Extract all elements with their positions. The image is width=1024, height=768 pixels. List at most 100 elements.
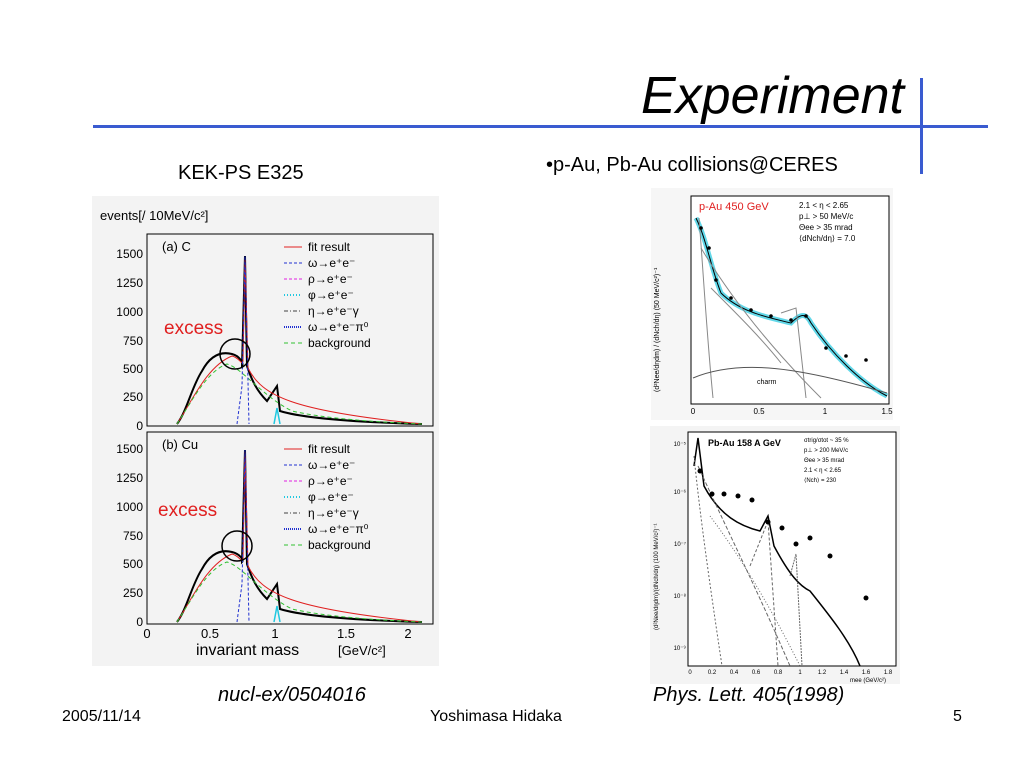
right-reference: Phys. Lett. 405(1998): [653, 684, 845, 706]
x-tick: 2: [404, 626, 411, 641]
pbau-cut: 2.1 < η < 2.65: [804, 468, 842, 474]
pbau-points: [697, 468, 869, 601]
legend-label: φ→e⁺e⁻: [308, 490, 354, 504]
pau-cut: 2.1 < η < 2.65: [799, 201, 849, 210]
y-tick: 1000: [116, 305, 143, 319]
pau-charm: [692, 366, 888, 394]
kek-plot-panel: events[/ 10MeV/c²] 0 250 500 750 1000 12…: [92, 196, 439, 666]
pau-xticks: 0 0.5 1 1.5: [691, 407, 893, 416]
pau-points: [699, 226, 868, 362]
pbau-xticks: 0 0.2 0.4 0.6 0.8 1 1.2 1.4 1.6 1.8: [688, 670, 893, 676]
kek-bg-a: [176, 363, 423, 425]
x-tick: 0.2: [708, 670, 717, 676]
y-tick: 10⁻⁵: [674, 441, 687, 448]
pbau-ylabel: (d²Nee/dηdm)/(dNch/dη) (100 MeV/c²)⁻¹: [654, 523, 660, 630]
legend-label: ω→e⁺e⁻: [308, 458, 355, 472]
kek-xlabel: invariant mass: [196, 642, 299, 659]
legend-label: ω→e⁺e⁻π⁰: [308, 320, 369, 334]
y-tick: 500: [123, 362, 143, 376]
x-tick: 1.4: [840, 670, 849, 676]
y-tick: 10⁻⁶: [674, 489, 687, 496]
kek-xticks: 0 0.5 1 1.5 2: [143, 626, 411, 641]
x-tick: 1: [271, 626, 278, 641]
y-tick: 1250: [116, 471, 143, 485]
pbau-frame: [687, 431, 897, 667]
y-tick: 0: [136, 615, 143, 629]
ceres-pbau-plot: (d²Nee/dηdm)/(dNch/dη) (100 MeV/c²)⁻¹ Pb…: [654, 431, 897, 684]
x-tick: 1.5: [337, 626, 355, 641]
kek-excess-label-a: excess: [164, 318, 223, 339]
y-tick: 1500: [116, 247, 143, 261]
left-caption: KEK-PS E325: [178, 162, 304, 184]
right-caption: •p-Au, Pb-Au collisions@CERES: [546, 154, 838, 176]
kek-yticks-b: 0 250 500 750 1000 1250 1500: [116, 442, 143, 629]
legend-label: fit result: [308, 240, 351, 254]
y-tick: 10⁻⁸: [674, 593, 687, 600]
pau-curve-label: charm: [757, 379, 777, 386]
kek-omega-a: [236, 255, 250, 425]
y-tick: 1000: [116, 500, 143, 514]
legend-label: ω→e⁺e⁻π⁰: [308, 522, 369, 536]
title-underline: [93, 125, 988, 128]
kek-phi-a: [273, 407, 281, 425]
kek-fit-a: [176, 257, 423, 425]
kek-data-a: [176, 255, 423, 425]
kek-ylabel: events[/ 10MeV/c²]: [100, 208, 208, 223]
y-tick: 1250: [116, 276, 143, 290]
y-tick: 750: [123, 334, 143, 348]
pbau-cuts: σtrig/σtot ~ 35 % p⊥ > 200 MeV/c Θee > 3…: [804, 438, 849, 484]
legend-label: φ→e⁺e⁻: [308, 288, 354, 302]
x-tick: 1.6: [862, 670, 871, 676]
kek-yticks-a: 0 250 500 750 1000 1250 1500: [116, 247, 143, 433]
footer-date: 2005/11/14: [62, 708, 141, 725]
legend-label: background: [308, 336, 371, 350]
pau-frame: [690, 195, 890, 405]
pau-total: [695, 217, 888, 397]
pau-pi0: [698, 217, 714, 399]
pau-cut: ⟨dNch/dη⟩ = 7.0: [799, 234, 856, 243]
kek-xunit: [GeV/c²]: [338, 643, 386, 658]
y-tick: 1500: [116, 442, 143, 456]
kek-panel-a-label: (a) C: [162, 239, 191, 254]
footer-author: Yoshimasa Hidaka: [430, 708, 562, 725]
x-tick: 1.5: [881, 407, 893, 416]
pau-cuts: 2.1 < η < 2.65 p⊥ > 50 MeV/c Θee > 35 mr…: [799, 201, 856, 243]
x-tick: 0: [688, 670, 692, 676]
y-tick: 250: [123, 586, 143, 600]
kek-plot: events[/ 10MeV/c²] 0 250 500 750 1000 12…: [100, 208, 434, 659]
kek-frame-a: [146, 233, 434, 427]
ceres-pbau-panel: (d²Nee/dηdm)/(dNch/dη) (100 MeV/c²)⁻¹ Pb…: [650, 426, 900, 684]
legend-label: fit result: [308, 442, 351, 456]
kek-excess-circle-a: [219, 338, 251, 370]
pau-etaprime: [710, 287, 782, 364]
kek-legend-a: fit result ω→e⁺e⁻ ρ→e⁺e⁻ φ→e⁺e⁻ η→e⁺e⁻γ …: [284, 240, 371, 350]
kek-fit-b: [176, 451, 423, 623]
x-tick: 0.5: [753, 407, 765, 416]
pbau-phi: [789, 553, 803, 667]
kek-excess-circle-b: [221, 530, 253, 562]
pbau-etaprime: [709, 515, 801, 667]
x-tick: 0.8: [774, 670, 783, 676]
pau-cut: p⊥ > 50 MeV/c: [799, 212, 853, 221]
pbau-cut: σtrig/σtot ~ 35 %: [804, 438, 849, 444]
pau-ylabel: (d²Nee/dηdm) / (dNch/dη) (50 MeV/c²)⁻¹: [654, 267, 661, 392]
pau-phi: [780, 307, 807, 399]
legend-label: η→e⁺e⁻γ: [308, 506, 359, 520]
kek-frame-b: [146, 431, 434, 625]
pbau-omega: [749, 520, 779, 667]
slide-title: Experiment: [641, 67, 904, 125]
pbau-cut: p⊥ > 200 MeV/c: [804, 447, 848, 454]
legend-label: ρ→e⁺e⁻: [308, 272, 353, 286]
kek-phi-b: [273, 605, 281, 623]
pbau-yticks: 10⁻⁵ 10⁻⁶ 10⁻⁷ 10⁻⁸ 10⁻⁹: [674, 441, 687, 652]
kek-legend-b: fit result ω→e⁺e⁻ ρ→e⁺e⁻ φ→e⁺e⁻ η→e⁺e⁻γ …: [284, 442, 371, 552]
legend-label: η→e⁺e⁻γ: [308, 304, 359, 318]
x-tick: 1: [798, 670, 802, 676]
legend-label: background: [308, 538, 371, 552]
kek-panel-b-label: (b) Cu: [162, 437, 198, 452]
y-tick: 0: [136, 419, 143, 433]
legend-label: ρ→e⁺e⁻: [308, 474, 353, 488]
pau-cut: Θee > 35 mrad: [799, 223, 853, 232]
pbau-cut: ⟨Nch⟩ = 230: [804, 477, 837, 484]
kek-excess-label-b: excess: [158, 500, 217, 521]
